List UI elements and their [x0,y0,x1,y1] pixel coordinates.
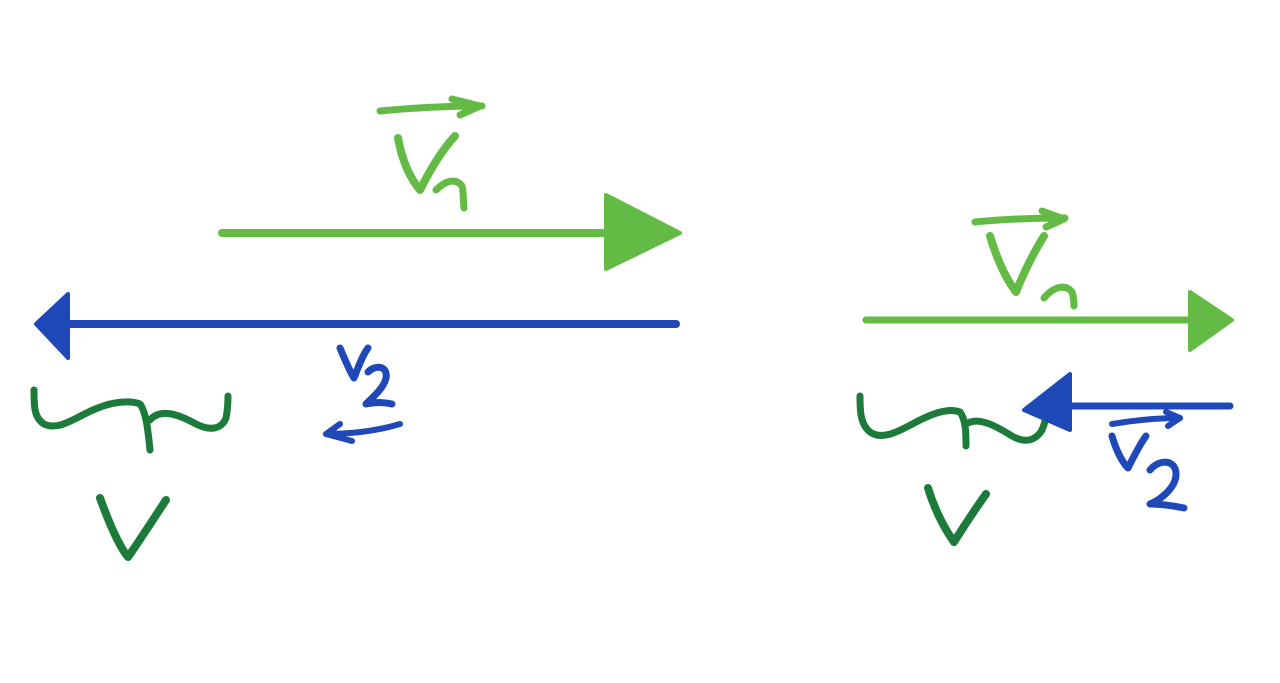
right-v2-label [1108,409,1188,512]
left-brace-group [30,386,232,561]
left-v2-arrow [34,292,680,360]
right-panel [856,207,1234,546]
right-brace [856,392,1052,450]
right-v1-label [971,207,1078,310]
right-v1-arrowhead [1188,290,1234,352]
right-v1-vector-bar-tip [1038,207,1068,231]
right-v1-letter-v [986,232,1048,296]
left-v2-letter-v [336,344,372,382]
right-v1-subscript-1 [1040,283,1078,310]
left-v1-arrow [218,193,682,271]
left-brace-letter-v [96,494,170,561]
right-v2-arrowhead [1022,372,1072,432]
right-v2-letter-v [1108,432,1150,472]
left-panel [30,95,682,561]
right-brace-letter-v [924,484,990,546]
right-v2-arrow [1022,372,1234,432]
left-brace [30,386,232,454]
left-v1-letter-v [394,132,459,194]
left-v1-label [376,95,486,212]
left-v1-vector-bar-tip [448,95,484,119]
right-v2-subscript-2 [1146,458,1188,512]
left-v2-label [323,344,403,444]
left-v1-subscript-1 [432,177,468,212]
right-v1-arrow [862,290,1234,352]
left-v1-arrowhead [604,193,682,271]
left-v2-arrowhead [34,292,70,360]
left-v2-subscript-2 [362,363,396,408]
left-v2-small-arrow-tip [323,421,355,444]
right-brace-group [856,392,1052,546]
right-v2-vector-bar-tip [1163,409,1183,429]
